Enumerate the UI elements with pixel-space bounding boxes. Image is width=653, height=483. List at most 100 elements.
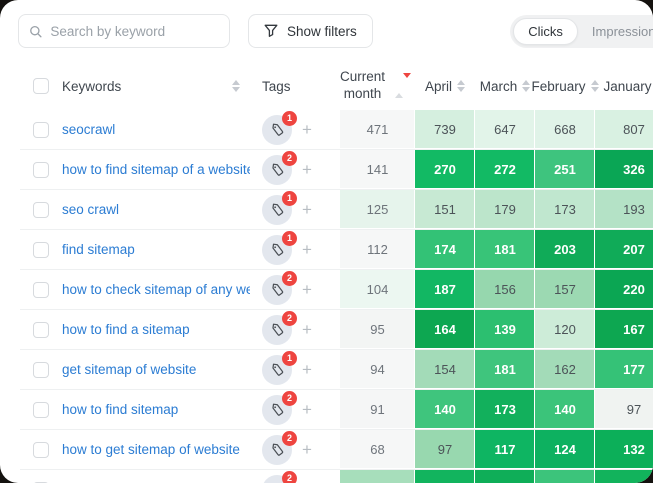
tags-cell: 1 +	[250, 110, 340, 145]
tag-chip[interactable]: 2	[262, 310, 297, 345]
keyword-link[interactable]: seo crawl	[62, 202, 120, 217]
add-tag-button[interactable]: +	[302, 280, 312, 299]
add-tag-button[interactable]: +	[302, 320, 312, 339]
keyword-link[interactable]: how to check sitemap of any website	[62, 282, 250, 297]
tag-chip[interactable]: 1	[262, 190, 297, 225]
row-checkbox-cell	[20, 321, 62, 338]
tag-chip[interactable]: 2	[262, 430, 297, 465]
heatmap-cell-march: 173	[475, 390, 535, 429]
row-checkbox[interactable]	[33, 281, 49, 298]
show-filters-button[interactable]: Show filters	[248, 14, 373, 48]
tag-chip[interactable]: 2	[262, 390, 297, 425]
row-checkbox[interactable]	[33, 361, 49, 378]
select-all-checkbox[interactable]	[33, 78, 49, 94]
keyword-link[interactable]: find sitemap	[62, 242, 135, 257]
sort-icon[interactable]	[457, 80, 465, 92]
add-tag-button[interactable]: +	[302, 360, 312, 379]
add-tag-button[interactable]: +	[302, 481, 312, 483]
table-row: 2+	[20, 470, 653, 483]
current-month-value: 104	[340, 270, 415, 309]
column-header-january[interactable]: January	[595, 79, 653, 94]
heatmap-cell-april: 270	[415, 150, 475, 189]
heatmap-cell-january: 193	[595, 190, 653, 229]
heatmap-cell-march: 139	[475, 310, 535, 349]
row-checkbox-cell	[20, 241, 62, 258]
tag-chip[interactable]: 2	[262, 270, 297, 305]
sort-icon-descending-active[interactable]	[390, 72, 415, 98]
column-header-march[interactable]: March	[475, 79, 535, 94]
tag-icon	[271, 403, 283, 416]
row-checkbox-cell	[20, 481, 62, 483]
row-checkbox[interactable]	[33, 121, 49, 138]
row-checkbox[interactable]	[33, 401, 49, 418]
add-tag-button[interactable]: +	[302, 120, 312, 139]
column-header-february[interactable]: February	[531, 79, 599, 94]
tag-count-badge: 1	[282, 190, 297, 206]
tags-cell: 1 +	[250, 230, 340, 265]
sort-icon[interactable]	[232, 80, 240, 92]
month-column-label: April	[424, 78, 452, 94]
add-tag-button[interactable]: +	[302, 400, 312, 419]
row-checkbox-cell	[20, 121, 62, 138]
keywords-column-label: Keywords	[62, 78, 122, 94]
tag-icon	[271, 163, 283, 176]
tag-chip[interactable]: 2	[262, 470, 297, 483]
keyword-link[interactable]: get sitemap of website	[62, 362, 197, 377]
tag-count-badge: 2	[282, 310, 297, 326]
heatmap-cell-january	[595, 470, 653, 483]
table-row: how to find sitemap 2 +91 140 173 140 97	[20, 390, 653, 430]
row-checkbox-cell	[20, 441, 62, 458]
heatmap-cell-january: 220	[595, 270, 653, 309]
table-row: how to get sitemap of website 2 +68 97 117 12…	[20, 430, 653, 470]
tag-chip[interactable]: 1	[262, 350, 297, 385]
tab-clicks[interactable]: Clicks	[513, 17, 578, 45]
tag-icon	[271, 123, 283, 136]
heatmap-cell-march: 647	[475, 110, 535, 149]
keyword-link[interactable]: how to find a sitemap	[62, 322, 190, 337]
current-month-value: 471	[340, 110, 415, 149]
heatmap-cell-february: 140	[535, 390, 595, 429]
tag-chip[interactable]: 1	[262, 110, 297, 145]
tag-count-badge: 2	[282, 430, 297, 446]
tags-column-label: Tags	[262, 78, 291, 94]
add-tag-button[interactable]: +	[302, 160, 312, 179]
heatmap-cell-february	[535, 470, 595, 483]
add-tag-button[interactable]: +	[302, 200, 312, 219]
add-tag-button[interactable]: +	[302, 440, 312, 459]
row-checkbox[interactable]	[33, 441, 49, 458]
row-checkbox[interactable]	[33, 201, 49, 218]
metric-toggle: ClicksImpressions	[510, 14, 653, 48]
current-month-value: 95	[340, 310, 415, 349]
table-header: Keywords Tags Current month April March Fe…	[20, 62, 653, 110]
heatmap-cell-april: 151	[415, 190, 475, 229]
tag-chip[interactable]: 1	[262, 230, 297, 265]
row-checkbox[interactable]	[33, 161, 49, 178]
keyword-link[interactable]: how to find sitemap	[62, 402, 179, 417]
column-header-april[interactable]: April	[415, 79, 475, 94]
heatmap-cell-march: 156	[475, 270, 535, 309]
sort-icon[interactable]	[522, 80, 531, 92]
column-header-keywords[interactable]: Keywords	[62, 79, 250, 94]
heatmap-cell-march: 272	[475, 150, 535, 189]
heatmap-cell-january: 807	[595, 110, 653, 149]
tab-impressions[interactable]: Impressions	[578, 18, 653, 45]
add-tag-button[interactable]: +	[302, 240, 312, 259]
row-checkbox[interactable]	[33, 321, 49, 338]
search-input[interactable]	[50, 23, 219, 39]
keyword-link[interactable]: how to get sitemap of website	[62, 442, 240, 457]
heatmap-cell-january: 207	[595, 230, 653, 269]
keyword-link[interactable]: seocrawl	[62, 122, 116, 137]
sort-icon[interactable]	[590, 80, 599, 92]
tag-count-badge: 2	[282, 150, 297, 166]
row-checkbox[interactable]	[33, 241, 49, 258]
column-header-current-month[interactable]: Current month	[340, 69, 415, 103]
tag-count-badge: 1	[282, 350, 297, 366]
tag-chip[interactable]: 2	[262, 150, 297, 185]
heatmap-cell-january: 132	[595, 430, 653, 469]
heatmap-cell-february: 157	[535, 270, 595, 309]
tag-count-badge: 1	[282, 230, 297, 246]
tag-icon	[271, 243, 283, 256]
tag-icon	[271, 363, 283, 376]
keyword-link[interactable]: how to find sitemap of a website	[62, 162, 250, 177]
heatmap-cell-february: 162	[535, 350, 595, 389]
